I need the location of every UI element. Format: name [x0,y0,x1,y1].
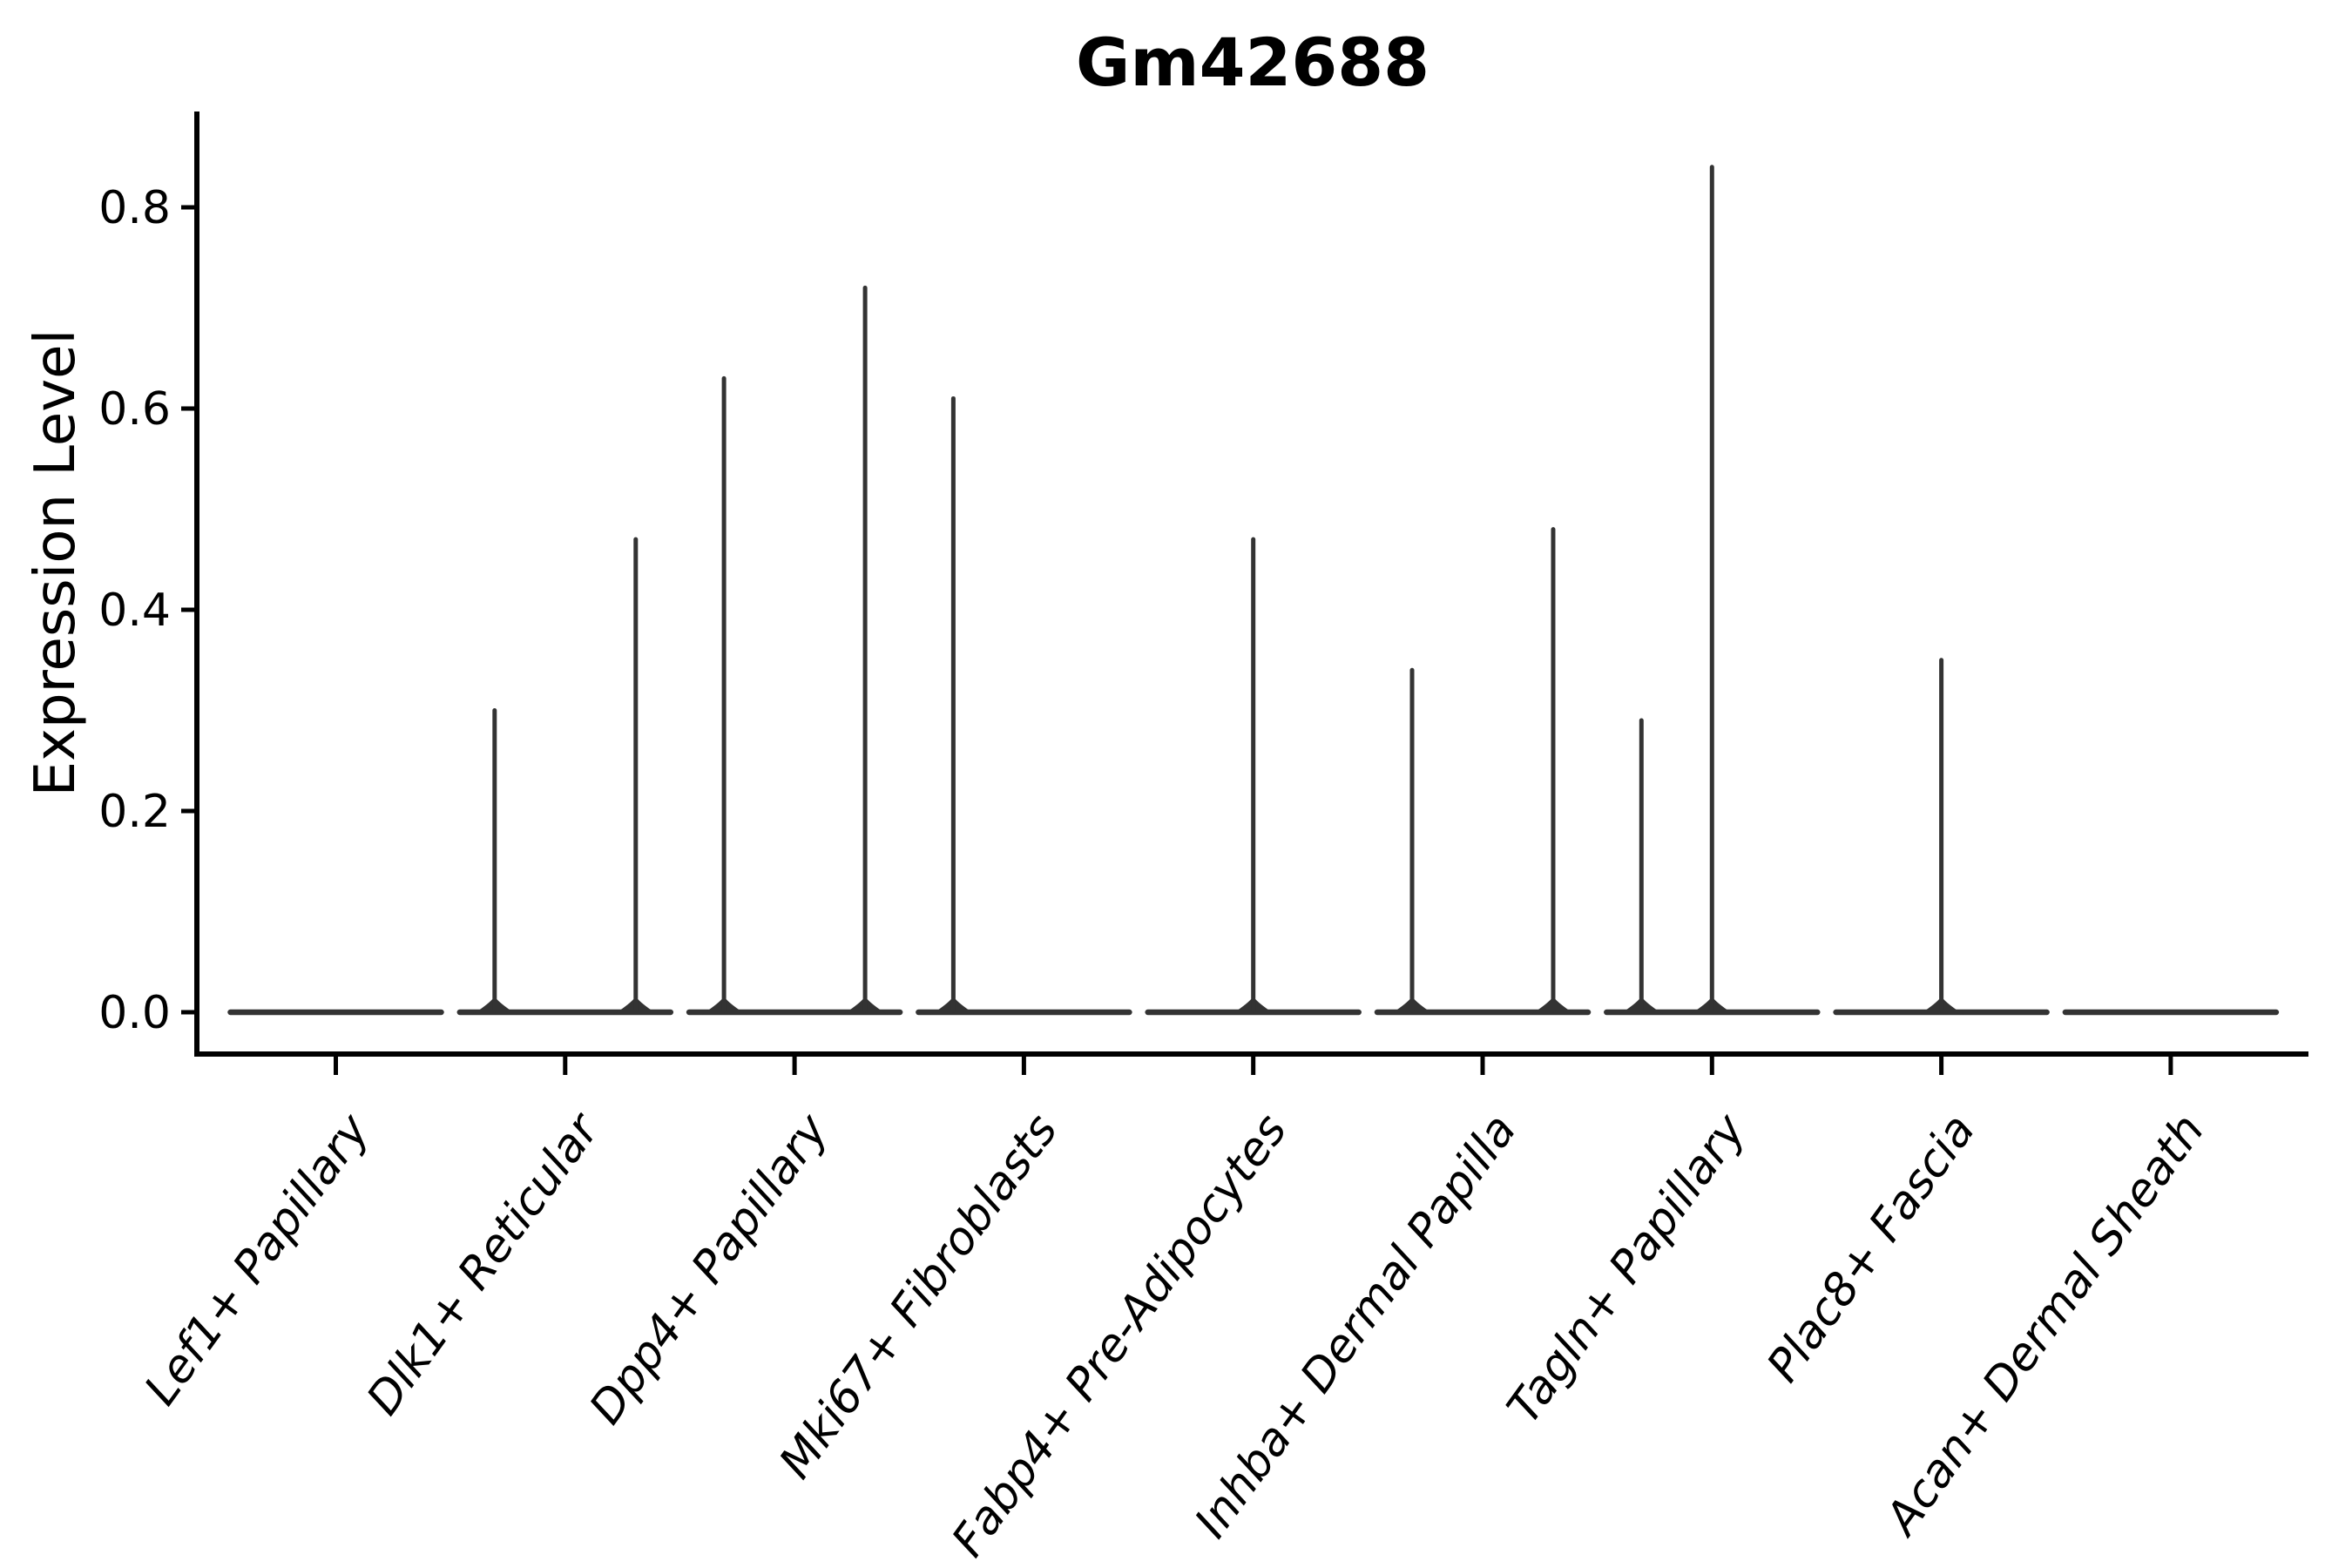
x-tick-label: Dlk1+ Reticular [357,1102,612,1424]
y-tick-label: 0.6 [98,383,171,436]
x-tick-label: Tagln+ Papillary [1497,1104,1756,1433]
x-tick-label: Plac8+ Fascia [1757,1105,1985,1391]
y-tick-label: 0.2 [98,786,171,838]
x-tick-label: Lef1+ Papillary [135,1104,381,1415]
y-axis-label: Expression Level [24,328,88,797]
y-tick-label: 0.0 [98,987,171,1039]
y-tick-label: 0.4 [98,585,171,637]
x-tick-label: Dpp4+ Papillary [580,1104,840,1433]
chart-title: Gm42688 [1076,24,1429,101]
y-tick-label: 0.8 [98,182,171,234]
